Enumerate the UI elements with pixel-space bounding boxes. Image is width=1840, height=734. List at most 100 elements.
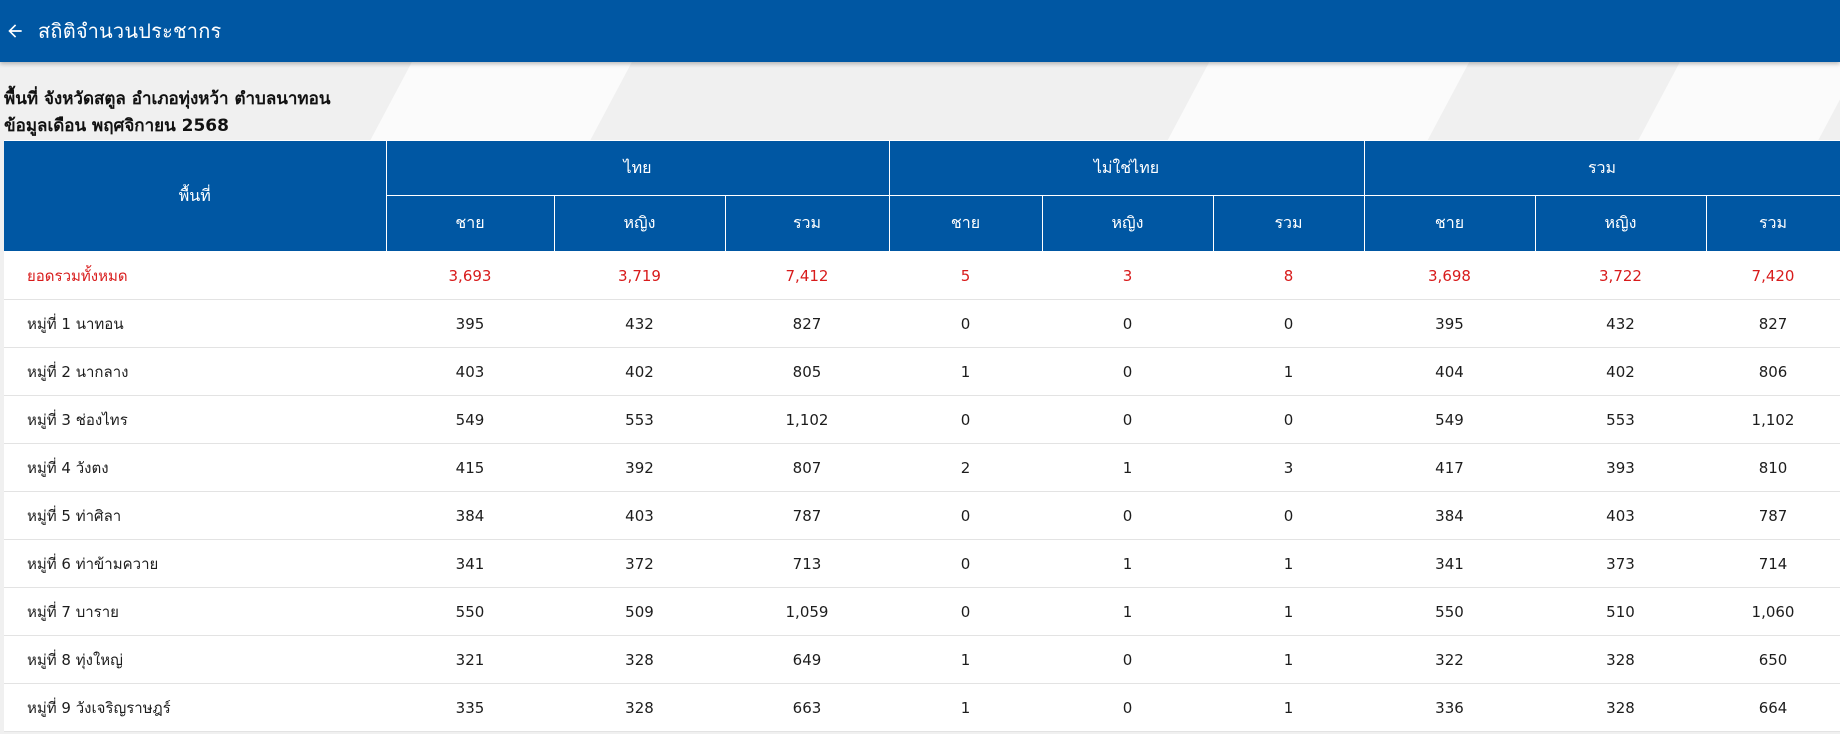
value-cell: 0: [1042, 683, 1213, 732]
value-cell: 402: [1535, 347, 1706, 396]
value-cell: 3,693: [386, 251, 554, 300]
sub-header-non-thai-total: รวม: [1212, 195, 1365, 252]
value-cell: 1: [889, 635, 1042, 684]
value-cell: 827: [725, 299, 889, 348]
value-cell: 384: [1364, 491, 1535, 540]
page-title: สถิติจำนวนประชากร: [38, 19, 222, 43]
table-row: หมู่ที่ 7 บาราย 550 509 1,059 0 1 1 550 510 1,060: [4, 587, 1840, 636]
value-cell: 321: [386, 635, 554, 684]
area-name-cell: หมู่ที่ 1 นาทอน: [4, 299, 386, 348]
value-cell: 549: [386, 395, 554, 444]
value-cell: 805: [725, 347, 889, 396]
value-cell: 807: [725, 443, 889, 492]
area-name-cell: หมู่ที่ 6 ท่าข้ามควาย: [4, 539, 386, 588]
value-cell: 509: [554, 587, 725, 636]
main-content: พื้นที่ จังหวัดสตูล อำเภอทุ่งหว้า ตำบลนา…: [0, 62, 1840, 732]
value-cell: 3,719: [554, 251, 725, 300]
value-cell: 2: [889, 443, 1042, 492]
value-cell: 322: [1364, 635, 1535, 684]
value-cell: 1: [889, 347, 1042, 396]
sub-header-all-female: หญิง: [1534, 195, 1707, 252]
value-cell: 384: [386, 491, 554, 540]
app-bar: สถิติจำนวนประชากร: [0, 0, 1840, 62]
value-cell: 1: [1213, 587, 1364, 636]
value-cell: 417: [1364, 443, 1535, 492]
value-cell: 392: [554, 443, 725, 492]
value-cell: 0: [889, 587, 1042, 636]
value-cell: 432: [554, 299, 725, 348]
area-name-cell: หมู่ที่ 4 วังตง: [4, 443, 386, 492]
value-cell: 393: [1535, 443, 1706, 492]
value-cell: 341: [1364, 539, 1535, 588]
value-cell: 663: [725, 683, 889, 732]
value-cell: 0: [1213, 491, 1364, 540]
value-cell: 403: [554, 491, 725, 540]
value-cell: 550: [386, 587, 554, 636]
area-name-cell: หมู่ที่ 2 นากลาง: [4, 347, 386, 396]
value-cell: 372: [554, 539, 725, 588]
value-cell: 432: [1535, 299, 1706, 348]
table-row: หมู่ที่ 8 ทุ่งใหญ่ 321 328 649 1 0 1 322 328 650: [4, 635, 1840, 684]
back-button[interactable]: [0, 11, 35, 51]
value-cell: 0: [1042, 491, 1213, 540]
sub-header-thai-female: หญิง: [553, 195, 726, 252]
value-cell: 328: [554, 635, 725, 684]
value-cell: 1: [889, 683, 1042, 732]
group-header-total: รวม: [1363, 140, 1840, 196]
value-cell: 328: [1535, 683, 1706, 732]
value-cell: 328: [1535, 635, 1706, 684]
value-cell: 650: [1706, 635, 1840, 684]
total-row: ยอดรวมทั้งหมด 3,693 3,719 7,412 5 3 8 3,698 3,72…: [4, 251, 1840, 300]
table-row: หมู่ที่ 1 นาทอน 395 432 827 0 0 0 395 432 827: [4, 299, 1840, 348]
area-info: พื้นที่ จังหวัดสตูล อำเภอทุ่งหว้า ตำบลนา…: [0, 62, 1840, 140]
sub-header-thai-male: ชาย: [385, 195, 555, 252]
value-cell: 549: [1364, 395, 1535, 444]
value-cell: 0: [889, 491, 1042, 540]
value-cell: 1: [1042, 587, 1213, 636]
area-line: พื้นที่ จังหวัดสตูล อำเภอทุ่งหว้า ตำบลนา…: [4, 89, 331, 109]
table-row: หมู่ที่ 5 ท่าศิลา 384 403 787 0 0 0 384 403 787: [4, 491, 1840, 540]
value-cell: 0: [889, 299, 1042, 348]
value-cell: 415: [386, 443, 554, 492]
value-cell: 1: [1042, 539, 1213, 588]
value-cell: 395: [1364, 299, 1535, 348]
value-cell: 0: [1042, 347, 1213, 396]
value-cell: 373: [1535, 539, 1706, 588]
sub-header-thai-total: รวม: [724, 195, 890, 252]
value-cell: 553: [1535, 395, 1706, 444]
value-cell: 649: [725, 635, 889, 684]
table-row: หมู่ที่ 6 ท่าข้ามควาย 341 372 713 0 1 1 341 373 7…: [4, 539, 1840, 588]
sub-header-non-thai-female: หญิง: [1041, 195, 1214, 252]
value-cell: 403: [386, 347, 554, 396]
value-cell: 0: [1042, 395, 1213, 444]
population-table: พื้นที่ ไทย ไม่ใช่ไทย รวม ชาย หญิง รวม ช…: [4, 140, 1840, 732]
value-cell: 335: [386, 683, 554, 732]
value-cell: 810: [1706, 443, 1840, 492]
value-cell: 395: [386, 299, 554, 348]
area-name-cell: ยอดรวมทั้งหมด: [4, 251, 386, 300]
value-cell: 3: [1042, 251, 1213, 300]
value-cell: 1,059: [725, 587, 889, 636]
value-cell: 1,102: [1706, 395, 1840, 444]
value-cell: 1,060: [1706, 587, 1840, 636]
value-cell: 1,102: [725, 395, 889, 444]
value-cell: 328: [554, 683, 725, 732]
value-cell: 0: [1213, 299, 1364, 348]
table-body: ยอดรวมทั้งหมด 3,693 3,719 7,412 5 3 8 3,698 3,72…: [4, 251, 1840, 732]
area-name-cell: หมู่ที่ 8 ทุ่งใหญ่: [4, 635, 386, 684]
area-column-header: พื้นที่: [4, 140, 387, 252]
sub-header-all-total: รวม: [1705, 195, 1840, 252]
table-row: หมู่ที่ 3 ช่องไทร 549 553 1,102 0 0 0 549 553 1,1…: [4, 395, 1840, 444]
value-cell: 1: [1213, 347, 1364, 396]
value-cell: 402: [554, 347, 725, 396]
value-cell: 3: [1213, 443, 1364, 492]
group-header-thai: ไทย: [385, 140, 890, 196]
value-cell: 1: [1213, 635, 1364, 684]
value-cell: 8: [1213, 251, 1364, 300]
value-cell: 341: [386, 539, 554, 588]
value-cell: 3,698: [1364, 251, 1535, 300]
area-name-cell: หมู่ที่ 3 ช่องไทร: [4, 395, 386, 444]
value-cell: 7,420: [1706, 251, 1840, 300]
value-cell: 553: [554, 395, 725, 444]
value-cell: 664: [1706, 683, 1840, 732]
